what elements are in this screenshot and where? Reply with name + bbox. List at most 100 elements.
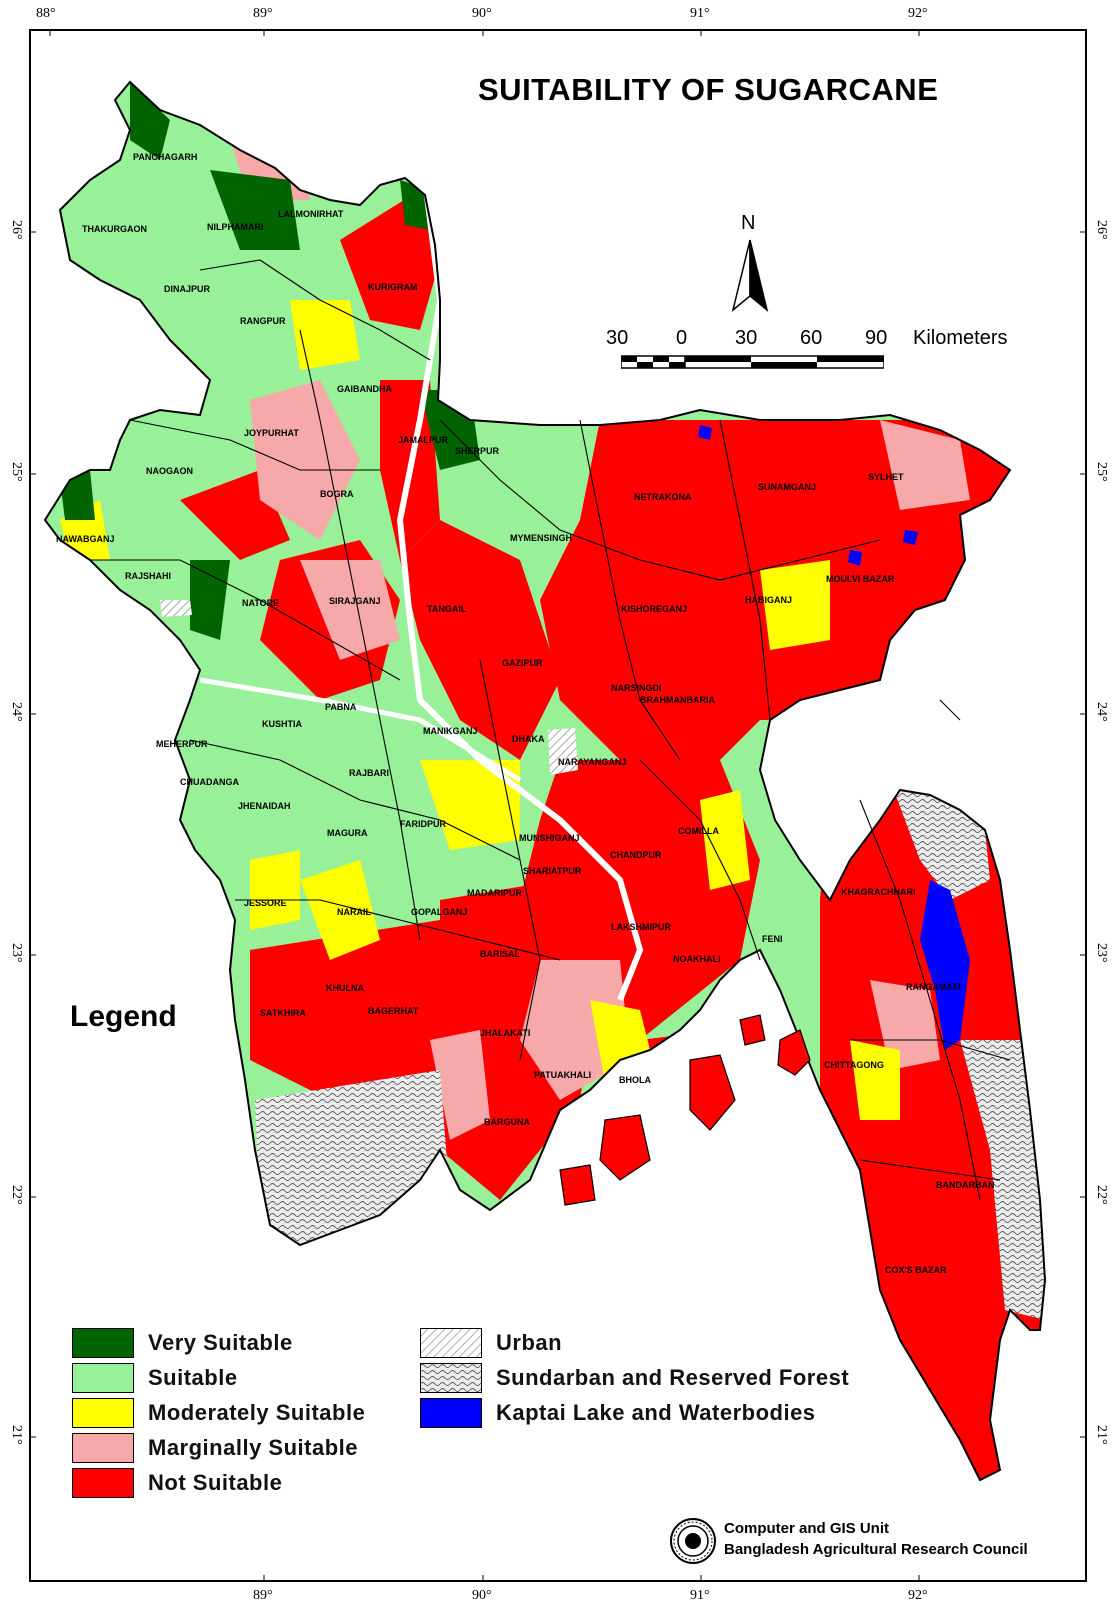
district-label: KHAGRACHHARI [841,887,916,897]
lon-label-top: 88° [36,6,56,21]
district-label: MYMENSINGH [510,533,572,543]
district-label: GOPALGANJ [411,907,467,917]
scale-tick-label: 30 [606,327,629,349]
lon-label-top: 90° [472,6,492,21]
district-label: NARAIL [337,907,371,917]
lat-label-right: 22° [1094,1185,1109,1205]
lat-label-left: 22° [9,1185,24,1205]
district-label: MADARIPUR [467,888,522,898]
district-label: JHALAKATI [480,1028,530,1038]
district-label: COMILLA [678,826,719,836]
scale-bar [621,355,884,369]
district-label: LALMONIRHAT [278,209,344,219]
district-label: JHENAIDAH [238,801,291,811]
district-label: JAMALPUR [398,435,449,445]
district-label: NATORE [242,598,279,608]
scale-tick-label: 0 [676,327,688,349]
lat-label-right: 23° [1094,943,1109,963]
district-label: MANIKGANJ [423,726,478,736]
graticule-ticks [29,29,1087,1582]
district-label: CHANDPUR [610,850,662,860]
district-label: BHOLA [619,1075,651,1085]
district-label: PABNA [325,702,357,712]
legend: Legend Very Suitable Suitable Moderately… [70,1000,900,1498]
legend-swatch [72,1398,134,1428]
district-label: THAKURGAON [82,224,147,234]
district-label: DHAKA [512,734,545,744]
district-label: PATUAKHALI [534,1070,591,1080]
district-label: SIRAJGANJ [329,596,381,606]
legend-swatch [72,1433,134,1463]
barc-seal-logo [670,1518,716,1564]
islands [559,1014,811,1206]
legend-item-kaptai-lake: Kaptai Lake and Waterbodies [420,1396,816,1430]
lon-label-bottom: 89° [253,1588,273,1603]
scale-tick-label: 90 [865,327,888,349]
lat-label-left: 26° [9,220,24,240]
district-label: RANGPUR [240,316,286,326]
district-label: JESSORE [244,898,287,908]
legend-swatch [420,1328,482,1358]
district-label: BRAHMANBARIA [640,695,715,705]
district-label: JOYPURHAT [244,428,299,438]
district-label: GAZIPUR [502,658,543,668]
district-label: FENI [762,934,783,944]
legend-title: Legend [70,1000,177,1033]
legend-item-sundarban-forest: Sundarban and Reserved Forest [420,1361,849,1395]
north-label: N [741,212,756,234]
legend-label: Marginally Suitable [148,1435,358,1460]
scale-tick-label: 60 [800,327,823,349]
district-label: MOULVI BAZAR [826,574,895,584]
lat-label-left: 24° [9,702,24,722]
district-label: PANCHAGARH [133,152,197,162]
district-label: SUNAMGANJ [758,482,816,492]
lon-label-bottom: 91° [690,1588,710,1603]
district-label: NAWABGANJ [56,534,115,544]
legend-label: Urban [496,1330,563,1355]
district-boundaries [90,259,1011,1201]
legend-swatch [72,1468,134,1498]
legend-item-marginally-suitable: Marginally Suitable [72,1431,358,1465]
district-label: BOGRA [320,489,354,499]
lat-label-right: 21° [1094,1425,1109,1445]
district-label: KISHOREGANJ [621,604,687,614]
legend-swatch [72,1363,134,1393]
lon-label-top: 92° [908,6,928,21]
lon-label-bottom: 90° [472,1588,492,1603]
district-label: BANDARBAN [936,1180,995,1190]
scale-tick-label: 30 [735,327,758,349]
district-label: GAIBANDHA [337,384,392,394]
district-label: BARGUNA [484,1117,530,1127]
credit-block: Computer and GIS Unit Bangladesh Agricul… [668,1516,1078,1572]
legend-label: Sundarban and Reserved Forest [496,1365,850,1390]
legend-swatch [72,1328,134,1358]
district-label: MAGURA [327,828,368,838]
lat-label-right: 25° [1094,462,1109,482]
district-labels: PANCHAGARH THAKURGAON NILPHAMARI LALMONIRHA… [56,152,995,1275]
district-label: SYLHET [868,472,904,482]
district-label: NOAKHALI [673,954,721,964]
legend-swatch [420,1363,482,1393]
lat-label-left: 23° [9,943,24,963]
lat-label-right: 24° [1094,702,1109,722]
lat-label-left: 25° [9,462,24,482]
district-label: TANGAIL [427,604,467,614]
district-label: MEHERPUR [156,739,208,749]
district-label: NILPHAMARI [207,222,264,232]
district-label: COX'S BAZAR [885,1265,947,1275]
district-label: BARISAL [480,949,521,959]
lat-label-right: 26° [1094,220,1109,240]
scale-unit: Kilometers [913,327,1008,349]
legend-item-very-suitable: Very Suitable [72,1326,293,1360]
district-label: RAJSHAHI [125,571,171,581]
legend-label: Kaptai Lake and Waterbodies [496,1400,816,1425]
district-label: RAJBARI [349,768,389,778]
district-label: NETRAKONA [634,492,692,502]
legend-item-moderately-suitable: Moderately Suitable [72,1396,365,1430]
lon-label-bottom: 92° [908,1588,928,1603]
lat-label-left: 21° [9,1425,24,1445]
legend-label: Very Suitable [148,1330,293,1355]
district-label: KHULNA [326,983,364,993]
district-label: CHITTAGONG [824,1060,884,1070]
